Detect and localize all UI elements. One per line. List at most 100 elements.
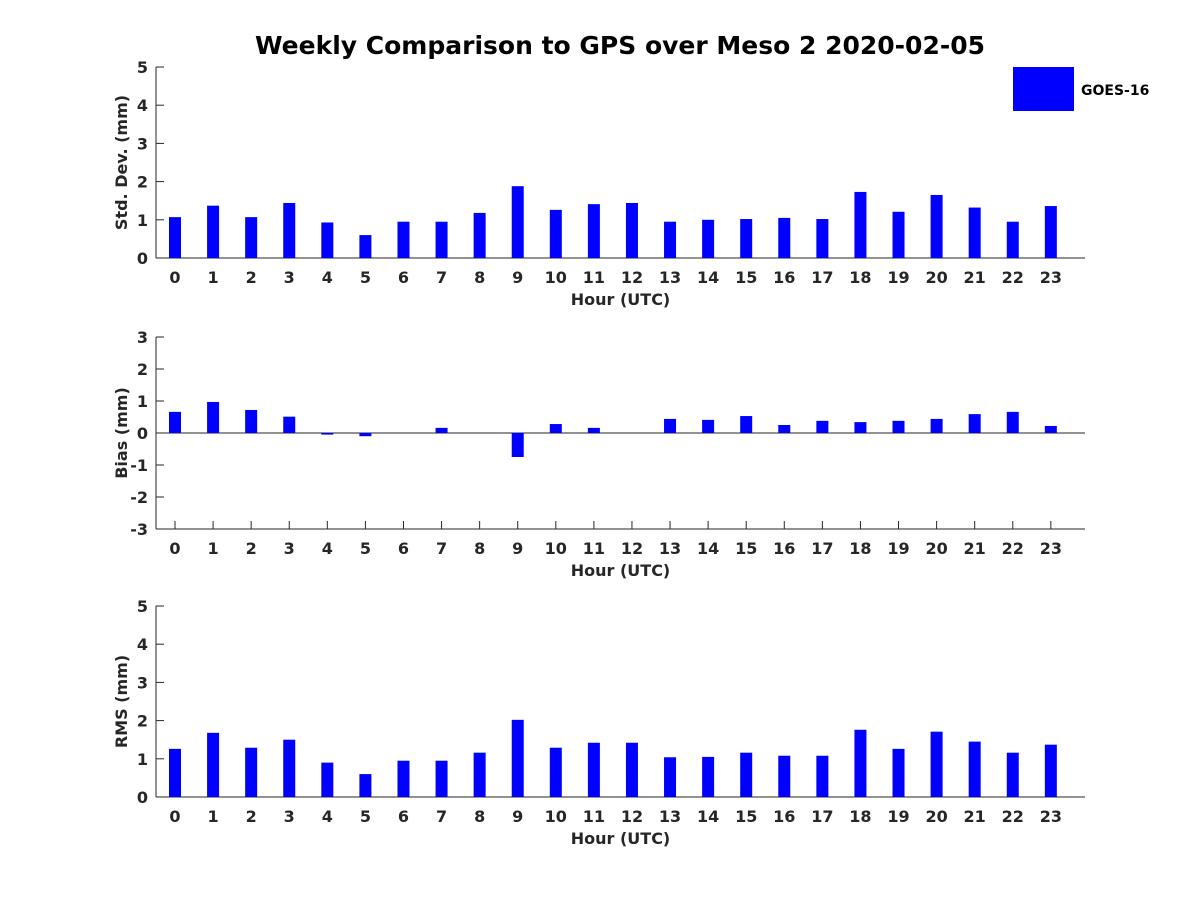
x-tick-label: 6 xyxy=(398,268,409,287)
x-tick-label: 5 xyxy=(360,268,371,287)
x-tick-label: 17 xyxy=(811,268,833,287)
x-tick-label: 20 xyxy=(925,539,947,558)
legend-swatch xyxy=(1013,67,1074,111)
rms-bar xyxy=(625,742,638,797)
x-tick-label: 19 xyxy=(887,807,909,826)
bias-bar xyxy=(549,424,562,433)
bias-bar xyxy=(587,427,600,433)
std-dev-bar xyxy=(664,221,677,258)
y-tick-label: 1 xyxy=(137,211,148,230)
legend: GOES-16 xyxy=(1013,67,1149,111)
x-tick-label: 2 xyxy=(246,268,257,287)
x-tick-label: 21 xyxy=(964,807,986,826)
rms-bar xyxy=(778,755,791,797)
y-tick-label: 4 xyxy=(137,635,148,654)
rms-bar xyxy=(207,732,220,797)
bias-bar xyxy=(892,420,905,433)
x-tick-label: 5 xyxy=(360,807,371,826)
x-tick-label: 15 xyxy=(735,807,757,826)
bias-bar xyxy=(778,425,791,433)
rms-bar xyxy=(892,748,905,797)
y-axis-label: RMS (mm) xyxy=(112,655,131,748)
rms-bar xyxy=(359,774,372,797)
x-tick-label: 0 xyxy=(169,268,180,287)
x-tick-label: 11 xyxy=(583,539,605,558)
rms-bar xyxy=(664,757,677,797)
x-tick-label: 9 xyxy=(512,268,523,287)
bias-bar xyxy=(245,409,258,433)
bias-bar xyxy=(816,420,829,433)
x-tick-label: 4 xyxy=(322,539,333,558)
rms-bar xyxy=(587,742,600,797)
x-tick-label: 22 xyxy=(1002,807,1024,826)
std-dev-bar xyxy=(1044,206,1057,258)
std-dev-bar xyxy=(435,221,448,258)
x-tick-label: 12 xyxy=(621,807,643,826)
legend-label: GOES-16 xyxy=(1081,83,1149,99)
std-dev-bar xyxy=(892,211,905,258)
rms-bar xyxy=(702,756,715,797)
y-tick-label: 0 xyxy=(137,788,148,807)
x-axis-label: Hour (UTC) xyxy=(571,290,671,309)
x-tick-label: 1 xyxy=(208,268,219,287)
x-tick-label: 1 xyxy=(208,807,219,826)
y-axis-label: Bias (mm) xyxy=(112,387,131,479)
y-tick-label: 3 xyxy=(137,673,148,692)
x-tick-label: 13 xyxy=(659,807,681,826)
x-tick-label: 2 xyxy=(246,807,257,826)
x-tick-label: 8 xyxy=(474,268,485,287)
std-dev-bar xyxy=(245,217,258,258)
x-tick-label: 1 xyxy=(208,539,219,558)
y-tick-label: 3 xyxy=(137,134,148,153)
x-tick-label: 6 xyxy=(398,807,409,826)
x-tick-label: 7 xyxy=(436,268,447,287)
x-tick-label: 21 xyxy=(964,268,986,287)
x-tick-label: 10 xyxy=(545,268,567,287)
x-tick-label: 19 xyxy=(887,539,909,558)
x-tick-label: 2 xyxy=(246,539,257,558)
x-tick-label: 23 xyxy=(1040,539,1062,558)
rms-bar xyxy=(816,755,829,797)
x-tick-label: 18 xyxy=(849,539,871,558)
x-axis-label: Hour (UTC) xyxy=(571,561,671,580)
rms-bar xyxy=(930,731,943,797)
bias-bar xyxy=(968,414,981,433)
std-dev-bar xyxy=(1006,221,1019,258)
x-tick-label: 11 xyxy=(583,807,605,826)
std-dev-bar xyxy=(283,202,296,258)
x-tick-label: 8 xyxy=(474,807,485,826)
rms-bar xyxy=(854,729,867,797)
x-axis-label: Hour (UTC) xyxy=(571,829,671,848)
x-tick-label: 20 xyxy=(925,268,947,287)
x-tick-label: 16 xyxy=(773,268,795,287)
bias-bar xyxy=(702,419,715,433)
x-tick-label: 0 xyxy=(169,807,180,826)
std-dev-bar xyxy=(625,202,638,258)
y-tick-label: 5 xyxy=(137,597,148,616)
x-tick-label: 0 xyxy=(169,539,180,558)
y-tick-label: 4 xyxy=(137,96,148,115)
rms-bar xyxy=(473,752,486,797)
x-tick-label: 17 xyxy=(811,539,833,558)
bias-bar xyxy=(435,427,448,433)
std-dev-bar xyxy=(169,217,181,258)
std-dev-bar xyxy=(968,207,981,258)
std-dev-bar xyxy=(207,205,220,258)
std-dev-bar xyxy=(854,191,867,258)
x-tick-label: 22 xyxy=(1002,268,1024,287)
y-tick-label: -3 xyxy=(130,520,148,539)
bias-bar xyxy=(1006,411,1019,433)
x-tick-label: 9 xyxy=(512,807,523,826)
rms-bar xyxy=(511,719,524,797)
std-dev-bar xyxy=(740,219,753,258)
y-tick-label: 1 xyxy=(137,750,148,769)
y-tick-label: 1 xyxy=(137,392,148,411)
bias-bar xyxy=(930,418,943,433)
bias-bar xyxy=(169,411,181,433)
x-tick-label: 23 xyxy=(1040,268,1062,287)
std-dev-bar xyxy=(359,235,372,258)
bias-bar xyxy=(207,401,220,433)
std-dev-bar xyxy=(473,212,486,258)
